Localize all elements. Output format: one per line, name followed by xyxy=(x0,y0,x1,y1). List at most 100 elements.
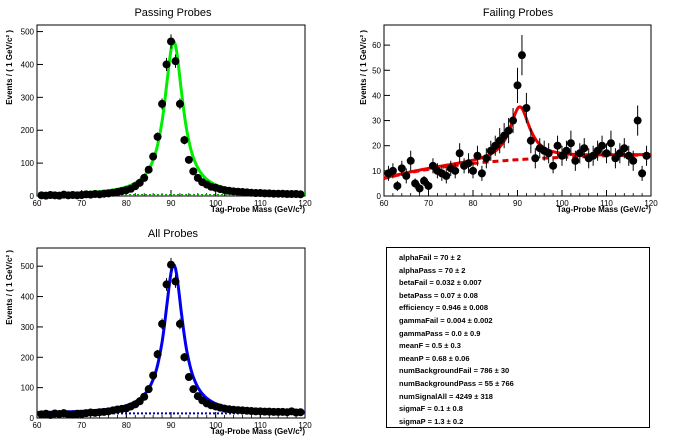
param-value: 0.946 ± 0.008 xyxy=(442,303,488,313)
param-row: sigmaP = 1.3 ± 0.2 xyxy=(399,417,463,426)
failing-probes-title: Failing Probes xyxy=(483,7,554,19)
param-name: gammaPass xyxy=(399,328,443,338)
passing-data-point xyxy=(167,37,175,46)
all-y-tick-label: 100 xyxy=(21,384,35,393)
failing-data-point xyxy=(580,144,589,153)
param-equals: = xyxy=(471,366,481,376)
passing-data-point xyxy=(162,60,171,69)
passing-y-tick-label: 400 xyxy=(21,60,35,69)
failing-data-point xyxy=(544,149,553,158)
passing-data-point xyxy=(171,57,180,66)
param-value: 1.3 ± 0.2 xyxy=(434,416,464,426)
param-value: 0.004 ± 0.002 xyxy=(446,316,493,325)
param-value: 4249 ± 318 xyxy=(455,391,493,401)
passing-data-point xyxy=(184,155,193,164)
failing-data-point xyxy=(402,171,411,180)
param-value: 0.68 ± 0.06 xyxy=(432,353,470,363)
passing-probes-title: Passing Probes xyxy=(134,7,212,19)
failing-data-point xyxy=(424,181,433,190)
param-name: meanF xyxy=(399,341,424,351)
all-data-point xyxy=(171,277,180,286)
param-equals: = xyxy=(431,253,441,262)
failing-x-tick-label: 60 xyxy=(380,199,389,208)
all-data-point xyxy=(158,319,167,328)
all-data-point xyxy=(144,385,153,394)
param-row: betaFail = 0.032 ± 0.007 xyxy=(399,278,482,287)
all-data-point xyxy=(189,385,198,394)
failing-y-tick-label: 60 xyxy=(372,41,381,50)
passing-data-point xyxy=(180,136,189,145)
failing-data-point xyxy=(602,149,611,158)
all-x-tick-label: 70 xyxy=(77,421,86,430)
failing-y-tick-label: 0 xyxy=(377,192,382,201)
failing-data-point xyxy=(517,51,526,60)
passing-x-tick-label: 60 xyxy=(33,199,42,208)
failing-data-point xyxy=(606,139,615,148)
all-x-tick-label: 100 xyxy=(209,421,223,430)
failing-data-point xyxy=(393,181,402,190)
passing-probes-panel: Passing Probes Tag-Probe Mass (GeV/c²) E… xyxy=(5,7,312,214)
param-name: alphaPass xyxy=(399,265,437,275)
failing-data-point xyxy=(638,169,647,178)
all-x-tick-label: 90 xyxy=(167,421,176,430)
failing-x-tick-label: 80 xyxy=(469,199,478,208)
all-data-point xyxy=(153,350,162,359)
param-equals: = xyxy=(431,290,441,300)
param-equals: = xyxy=(436,265,445,275)
passing-total-fit-curve xyxy=(37,39,305,196)
param-name: efficiency xyxy=(399,303,434,313)
failing-data-point xyxy=(469,166,477,175)
param-row: sigmaF = 0.1 ± 0.8 xyxy=(399,404,463,413)
failing-data-point xyxy=(397,164,406,173)
param-row: efficiency = 0.946 ± 0.008 xyxy=(399,303,488,312)
all-probes-title: All Probes xyxy=(148,228,199,240)
failing-y-axis-label: Events / ( 1 GeV/c² ) xyxy=(359,30,368,105)
param-equals: = xyxy=(425,404,434,414)
passing-data-point xyxy=(153,132,162,141)
param-equals: = xyxy=(446,391,456,401)
failing-x-tick-label: 90 xyxy=(513,199,522,208)
passing-data-point xyxy=(175,99,184,108)
param-row: meanF = 0.5 ± 0.3 xyxy=(399,341,461,350)
param-value: 70 ± 2 xyxy=(440,253,461,262)
param-name: sigmaF xyxy=(399,404,426,414)
failing-y-tick-label: 50 xyxy=(372,66,381,75)
passing-data-point xyxy=(189,167,198,176)
all-x-tick-label: 60 xyxy=(33,421,42,430)
param-name: numBackgroundPass xyxy=(399,379,477,388)
failing-data-point xyxy=(509,116,518,125)
param-value: 0.032 ± 0.007 xyxy=(435,278,482,288)
failing-data-point xyxy=(553,141,562,150)
failing-data-point xyxy=(620,144,629,153)
failing-data-point xyxy=(522,103,531,112)
param-row: gammaFail = 0.004 ± 0.002 xyxy=(399,316,493,325)
failing-data-point xyxy=(566,139,575,148)
all-data-point xyxy=(140,392,149,401)
failing-data-point xyxy=(562,146,571,155)
all-y-tick-label: 300 xyxy=(21,323,35,332)
all-y-tick-label: 200 xyxy=(21,353,35,362)
failing-data-point xyxy=(513,81,522,90)
param-name: meanP xyxy=(399,353,424,363)
all-data-point xyxy=(167,260,175,269)
passing-x-axis-label: Tag-Probe Mass (GeV/c²) xyxy=(211,205,305,214)
param-name: alphaFail xyxy=(399,253,432,262)
all-y-tick-label: 500 xyxy=(21,262,35,271)
passing-y-tick-label: 100 xyxy=(21,159,35,168)
passing-y-tick-label: 300 xyxy=(21,93,35,102)
passing-data-point xyxy=(296,190,305,199)
param-row: betaPass = 0.07 ± 0.08 xyxy=(399,291,478,300)
failing-data-point xyxy=(451,166,460,175)
all-x-tick-label: 120 xyxy=(298,421,312,430)
param-equals: = xyxy=(427,278,436,288)
failing-data-point xyxy=(549,161,558,170)
param-value: 0.07 ± 0.08 xyxy=(440,290,478,300)
param-row: meanP = 0.68 ± 0.06 xyxy=(399,354,470,363)
all-data-point xyxy=(180,353,189,362)
param-value: 786 ± 30 xyxy=(480,366,510,376)
fit-parameters-box: alphaFail = 70 ± 2 alphaPass = 70 ± 2 beta… xyxy=(386,247,650,428)
passing-y-tick-label: 200 xyxy=(21,126,35,135)
param-row: gammaPass = 0.0 ± 0.9 xyxy=(399,329,480,338)
passing-y-axis-label: Events / ( 1 GeV/c² ) xyxy=(5,30,14,105)
failing-data-point xyxy=(455,149,464,158)
